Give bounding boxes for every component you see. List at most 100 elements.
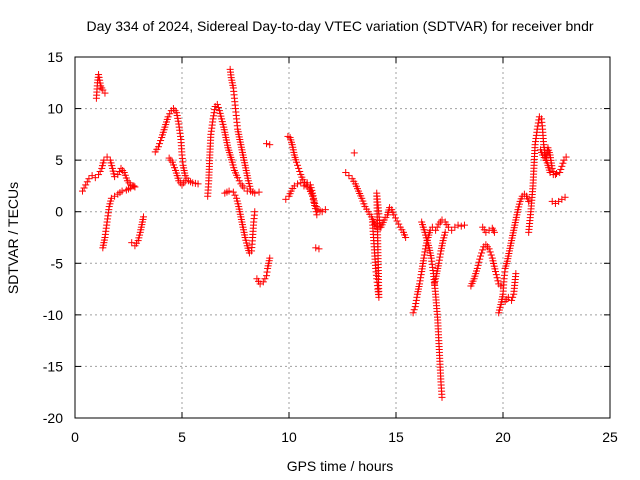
data-point: [312, 208, 320, 216]
data-point: [95, 71, 103, 79]
y-tick-label: 15: [47, 49, 63, 65]
data-point: [395, 220, 403, 228]
data-point: [478, 249, 486, 257]
data-point: [96, 79, 104, 87]
data-point: [229, 188, 237, 196]
data-point: [390, 211, 398, 219]
data-point: [391, 214, 399, 222]
data-point: [509, 293, 517, 301]
data-points: [78, 65, 570, 401]
data-point: [492, 268, 500, 276]
data-point: [240, 184, 248, 192]
data-point: [101, 89, 109, 97]
data-point: [542, 153, 550, 161]
data-point: [96, 167, 104, 175]
data-point: [413, 293, 421, 301]
data-point: [266, 141, 274, 149]
data-point: [234, 174, 242, 182]
data-point: [438, 393, 446, 401]
data-point: [558, 162, 566, 170]
y-tick-label: -20: [43, 410, 63, 426]
data-point: [103, 153, 111, 161]
data-point: [321, 206, 329, 214]
data-point: [296, 167, 304, 175]
data-point: [534, 119, 542, 127]
data-point: [311, 202, 319, 210]
data-point: [295, 164, 303, 172]
data-point: [282, 195, 290, 203]
data-point: [174, 117, 182, 125]
x-tick-label: 10: [281, 429, 297, 445]
data-point: [457, 222, 465, 230]
data-point: [421, 248, 429, 256]
data-point: [417, 271, 425, 279]
data-point: [492, 271, 500, 279]
data-point: [485, 245, 493, 253]
data-point: [95, 171, 103, 179]
data-point: [82, 181, 90, 189]
data-point: [115, 167, 123, 175]
data-point: [345, 172, 353, 180]
data-point: [194, 180, 202, 188]
data-point: [444, 223, 452, 231]
grid-lines: [75, 57, 610, 418]
data-point: [477, 252, 485, 260]
y-tick-label: -5: [51, 255, 64, 271]
data-point: [311, 205, 319, 213]
data-point: [263, 272, 271, 280]
data-point: [473, 264, 481, 272]
data-point: [448, 226, 456, 234]
y-tick-label: 10: [47, 101, 63, 117]
data-point: [310, 198, 318, 206]
data-point: [211, 106, 219, 114]
data-point: [476, 255, 484, 263]
data-point: [487, 251, 495, 259]
data-point: [550, 167, 558, 175]
data-point: [420, 254, 428, 262]
data-point: [231, 191, 239, 199]
data-point: [486, 248, 494, 256]
y-tick-label: 5: [55, 152, 63, 168]
data-point: [255, 188, 263, 196]
y-tick-label: -15: [43, 358, 63, 374]
data-point: [557, 165, 565, 173]
data-point: [154, 143, 162, 151]
data-point: [435, 259, 443, 267]
data-point: [235, 177, 243, 185]
data-point: [210, 109, 218, 117]
data-point: [342, 169, 350, 177]
axis-ticks: [74, 56, 611, 419]
data-point: [551, 171, 559, 179]
plot-frame: [74, 56, 611, 419]
data-point: [416, 277, 424, 285]
data-point: [95, 73, 103, 81]
data-point: [421, 245, 429, 253]
data-point: [214, 104, 222, 112]
data-point: [525, 197, 533, 205]
data-point: [156, 140, 164, 148]
data-point: [409, 309, 417, 317]
data-point: [350, 149, 358, 157]
data-point: [309, 192, 317, 200]
data-point: [490, 228, 498, 236]
data-point: [261, 275, 269, 283]
data-point: [114, 171, 122, 179]
data-point: [441, 228, 449, 236]
data-point: [420, 251, 428, 259]
x-tick-label: 0: [71, 429, 79, 445]
data-point: [209, 115, 217, 123]
data-point: [166, 110, 174, 118]
chart-title: Day 334 of 2024, Sidereal Day-to-day VTE…: [86, 18, 593, 34]
data-point: [118, 187, 126, 195]
data-point: [460, 221, 468, 229]
data-point: [181, 177, 189, 185]
data-point: [266, 254, 274, 262]
data-point: [417, 274, 425, 282]
data-point: [432, 226, 440, 234]
data-point: [315, 245, 323, 253]
data-point: [225, 187, 233, 195]
data-point: [164, 113, 172, 121]
data-point: [78, 187, 86, 195]
data-point: [292, 158, 300, 166]
data-point: [174, 114, 182, 122]
